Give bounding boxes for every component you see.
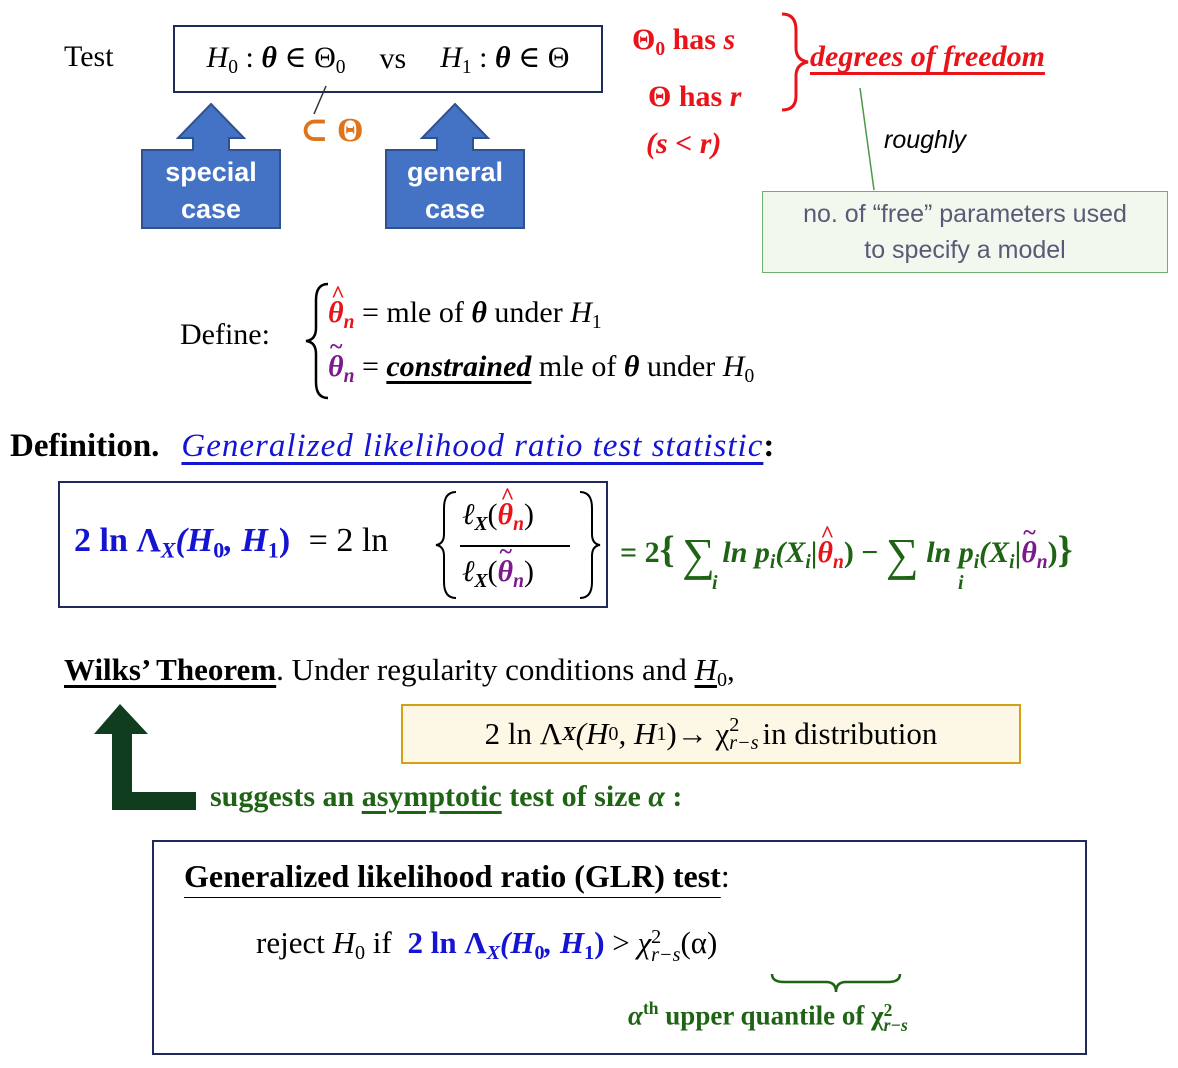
dof-line-theta0: Θ0 has s xyxy=(632,23,736,60)
bent-arrow-icon xyxy=(94,704,196,810)
constrained-mle-definition: θn = constrained mle of θ under H0 xyxy=(328,334,754,388)
up-arrow-icon xyxy=(141,102,281,229)
glr-test-title: Generalized likelihood ratio (GLR) test: xyxy=(184,858,730,894)
dof-brace xyxy=(781,12,809,112)
suggests-asymptotic-test: suggests an asymptotic test of size α : xyxy=(210,780,683,813)
fraction-numerator: ℓX(θn) xyxy=(462,484,534,536)
glr-test-box xyxy=(152,840,1087,1055)
quantile-note: αth upper quantile of χ 2 r−s xyxy=(628,998,908,1036)
definition-heading: Definition. Generalized likelihood ratio … xyxy=(10,428,775,464)
dof-line-theta: Θ has r xyxy=(648,79,742,113)
sum-index-1: i xyxy=(712,572,718,594)
special-case-label: special case xyxy=(165,157,257,224)
mle-definition: θn = mle of θ under H1 xyxy=(328,282,602,334)
subset-theta-label: ⊂ Θ xyxy=(300,112,364,149)
wilks-result-box: 2 ln Λ X (H 0, H 1) → χ 2 r−s in distribution xyxy=(401,704,1021,764)
roughly-label: roughly xyxy=(884,126,966,154)
fraction-bar xyxy=(460,545,570,547)
up-arrow-icon xyxy=(385,102,525,229)
underbrace xyxy=(770,973,902,993)
wilks-theorem: Wilks’ Theorem. Under regularity conditi… xyxy=(64,652,735,692)
special-case-arrow: special case xyxy=(140,102,282,230)
define-brace xyxy=(305,282,329,400)
subset-connector xyxy=(313,85,327,115)
log-likelihood-sum: = 2{ ∑ ln pi(Xi|θn) − ∑ ln pi(Xi|θn)} xyxy=(620,520,1073,580)
dof-line-ineq: (s < r) xyxy=(646,126,722,160)
fraction-denominator: ℓX(θn) xyxy=(462,539,534,593)
hypothesis-box: H0 : θ ∈ Θ0 vs H1 : θ ∈ Θ xyxy=(173,25,603,93)
glr-statistic-lhs: 2 ln ΛX(H0, H1) = 2 ln xyxy=(74,522,389,563)
degrees-of-freedom-label: degrees of freedom xyxy=(810,40,1045,73)
roughly-connector xyxy=(859,87,875,191)
glr-statistic-box xyxy=(58,481,608,608)
general-case-label: general case xyxy=(406,157,504,224)
reject-rule: reject H0 if 2 ln ΛX(H0, H1) > χ 2 r−s (α) xyxy=(256,925,718,966)
chi-square-quantile: χ 2 r−s (α) xyxy=(637,925,718,966)
dof-lines: Θ0 has s Θ has r (s < r) xyxy=(632,16,741,167)
vs-text: vs xyxy=(379,42,407,75)
alt-hypothesis: H1 : θ ∈ Θ xyxy=(440,40,570,78)
free-parameters-note: no. of “free” parameters used to specify… xyxy=(762,191,1168,273)
null-hypothesis: H0 : θ ∈ Θ0 xyxy=(206,40,346,78)
general-case-arrow: general case xyxy=(384,102,526,230)
fraction-braces xyxy=(435,491,601,599)
wilks-theorem-name: Wilks’ Theorem xyxy=(64,652,277,687)
sum-index-2: i xyxy=(958,572,964,594)
define-label: Define: xyxy=(180,318,270,351)
test-label: Test xyxy=(64,40,114,73)
glr-statistic-title: Generalized likelihood ratio test statis… xyxy=(181,428,764,464)
